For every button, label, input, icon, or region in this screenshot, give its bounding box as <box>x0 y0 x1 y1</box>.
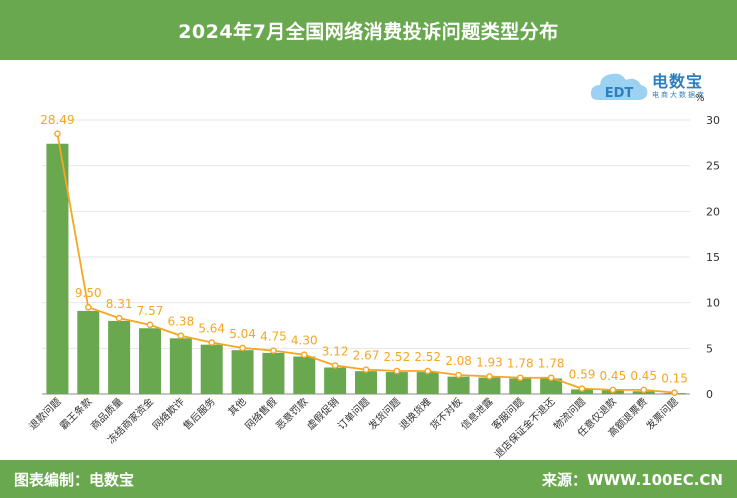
line-point <box>671 389 678 396</box>
header-bar: 2024年7月全国网络消费投诉问题类型分布 <box>0 0 737 60</box>
x-tick-label: 退换货难 <box>396 395 433 432</box>
line-point <box>84 303 92 311</box>
line-point <box>300 351 308 359</box>
line-point <box>177 332 185 340</box>
line-point <box>578 385 586 392</box>
y-tick-label: 30 <box>706 114 720 127</box>
y-tick-label: 10 <box>706 297 720 310</box>
y-tick-label: 15 <box>706 251 720 264</box>
x-tick-label: 发货问题 <box>366 395 403 432</box>
line-point <box>208 339 216 346</box>
x-tick-label: 货不对板 <box>427 395 464 432</box>
line-point <box>146 321 154 329</box>
line-point <box>455 371 462 379</box>
line-point <box>362 366 370 373</box>
bar <box>540 378 563 394</box>
data-label: 3.12 <box>322 345 349 359</box>
y-tick-label: 25 <box>706 160 720 173</box>
bar <box>169 338 192 394</box>
bar <box>262 352 285 394</box>
data-label: 0.15 <box>661 372 688 386</box>
data-label: 5.64 <box>198 321 225 335</box>
data-label: 2.52 <box>414 350 441 364</box>
bar <box>77 310 100 394</box>
cloud-logo-icon: EDT <box>590 73 648 101</box>
x-tick-label: 网络欺诈 <box>150 395 187 432</box>
footer-bar: 图表编制：电数宝 来源：WWW.100EC.CN <box>0 460 737 498</box>
bar <box>478 377 501 394</box>
bar <box>293 356 316 394</box>
line-point <box>486 373 493 380</box>
line-point <box>640 386 648 394</box>
y-tick-label: 20 <box>706 205 720 218</box>
data-label: 9.50 <box>75 286 102 300</box>
line-point <box>424 367 432 375</box>
data-label: 8.31 <box>106 297 133 311</box>
bar <box>139 328 161 394</box>
unit-label: % <box>695 93 705 104</box>
bar <box>108 320 131 394</box>
line-point <box>331 362 339 369</box>
line-point <box>270 347 277 354</box>
bar <box>200 344 223 394</box>
bar <box>509 378 532 394</box>
data-label: 0.59 <box>569 368 596 382</box>
footer-credit: 图表编制：电数宝 <box>14 471 135 489</box>
x-tick-label: 网络售假 <box>242 395 279 432</box>
data-label: 2.08 <box>445 354 472 368</box>
footer-source: 来源：WWW.100EC.CN <box>542 471 723 489</box>
x-tick-label: 订单问题 <box>335 395 372 432</box>
x-tick-label: 虚假促销 <box>304 395 341 432</box>
logo-subtitle: 电商大数据库 <box>652 91 706 99</box>
line-point <box>516 374 524 382</box>
bar <box>231 350 254 394</box>
data-label: 1.93 <box>476 355 503 369</box>
line-point <box>239 344 246 352</box>
bar <box>416 372 439 394</box>
data-label: 0.45 <box>630 369 657 383</box>
data-label: 4.30 <box>291 334 318 348</box>
y-tick-label: 0 <box>706 388 713 401</box>
logo-name: 电数宝 <box>652 72 704 91</box>
data-label: 28.49 <box>40 113 74 127</box>
chart-title: 2024年7月全国网络消费投诉问题类型分布 <box>178 20 559 43</box>
x-tick-label: 退款问题 <box>26 395 63 432</box>
bar <box>385 372 408 394</box>
bar <box>447 376 470 394</box>
bar <box>324 367 347 394</box>
data-label: 1.78 <box>507 357 534 371</box>
line-point <box>547 374 555 382</box>
line-point <box>54 130 61 138</box>
data-label: 1.78 <box>538 357 565 371</box>
data-label: 2.52 <box>383 350 410 364</box>
x-tick-label: 恶意罚款 <box>273 395 310 432</box>
line-point <box>115 314 123 322</box>
x-tick-label: 霸王条款 <box>57 395 94 432</box>
logo: EDT 电数宝 电商大数据库 <box>588 66 728 106</box>
data-label: 4.75 <box>260 330 287 344</box>
bar <box>46 143 69 394</box>
bar <box>355 371 377 394</box>
logo-mark: EDT <box>605 86 634 101</box>
data-label: 2.67 <box>353 349 380 363</box>
data-label: 5.04 <box>229 327 256 341</box>
line-point <box>609 386 617 394</box>
line-point <box>393 367 401 375</box>
data-label: 0.45 <box>599 369 626 383</box>
x-tick-label: 信息泄露 <box>458 395 495 432</box>
x-tick-label: 发票问题 <box>643 395 680 432</box>
data-label: 7.57 <box>137 304 164 318</box>
data-label: 6.38 <box>167 315 194 329</box>
x-tick-label: 售后服务 <box>180 395 217 432</box>
x-tick-label: 其他 <box>225 395 248 418</box>
y-tick-label: 5 <box>706 342 713 355</box>
